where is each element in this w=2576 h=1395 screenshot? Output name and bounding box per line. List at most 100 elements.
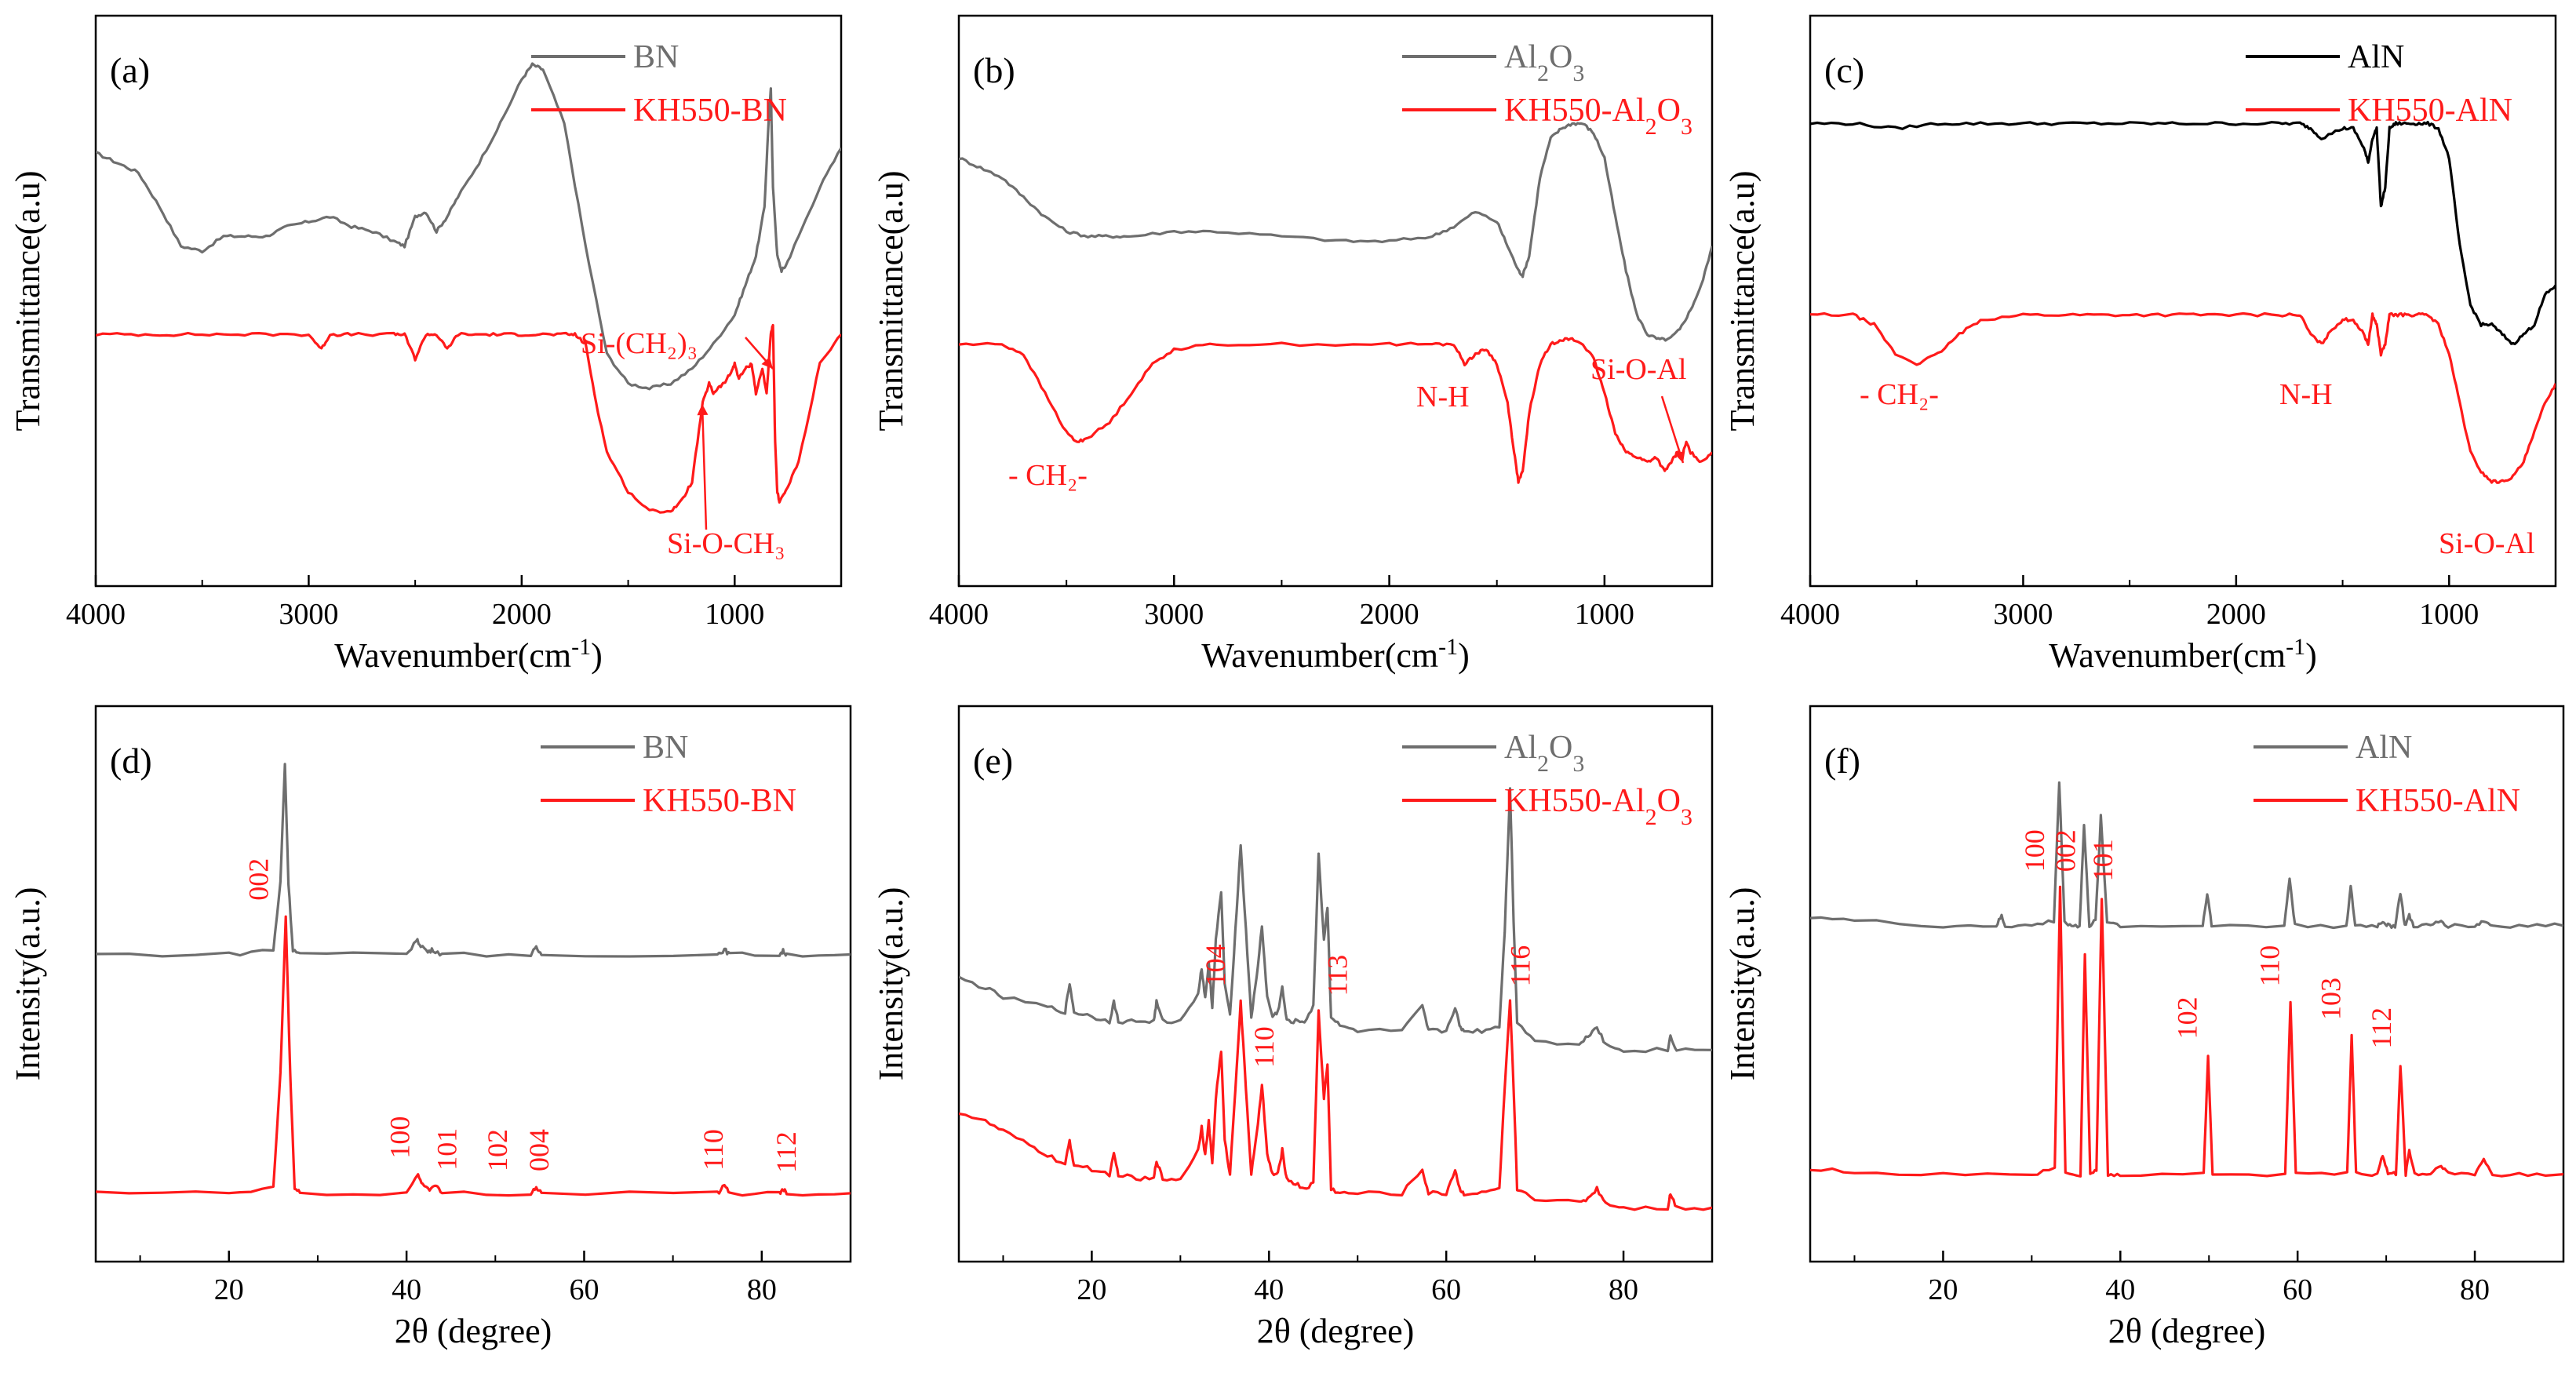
annotation-arrowhead — [1674, 450, 1685, 463]
y-axis-label: Intensity(a.u.) — [9, 887, 47, 1081]
y-axis-label: Transmittance(a.u) — [1723, 171, 1762, 432]
peak-label: 100 — [2019, 829, 2050, 872]
x-tick-label: 40 — [2105, 1273, 2135, 1306]
x-tick-label: 4000 — [66, 598, 126, 631]
series-line-al2o3 — [959, 122, 1712, 342]
series-line-bn — [96, 763, 851, 958]
series-line-aln — [1810, 781, 2563, 930]
x-tick-label: 4000 — [1780, 598, 1840, 631]
panel-c: 4000 3000 2000 1000 Wavenumber(cm-1) Transmit… — [1723, 14, 2557, 676]
x-tick-label: 3000 — [1993, 598, 2053, 631]
legend-entry: KH550-BN — [633, 93, 787, 129]
plot-frame — [957, 705, 1714, 1263]
panel-label: (f) — [1824, 741, 1860, 781]
panel-label: (b) — [973, 50, 1015, 90]
x-tick-label: 80 — [747, 1273, 777, 1306]
x-tick-label: 1000 — [705, 598, 764, 631]
x-tick-label: 3000 — [1144, 598, 1204, 631]
panel-b: 4000 3000 2000 1000 Wavenumber(cm-1) Transmit… — [872, 14, 1714, 676]
y-axis-label: Intensity(a.u.) — [1723, 887, 1762, 1081]
annotation-label: N-H — [2279, 378, 2333, 411]
panel-label: (e) — [973, 741, 1013, 781]
legend-entry: AlN — [2348, 39, 2404, 75]
x-axis-label: Wavenumber(cm-1) — [334, 634, 603, 676]
peak-label: 102 — [2171, 996, 2203, 1039]
plot-frame — [94, 705, 852, 1263]
legend-entry: KH550-AlN — [2348, 93, 2512, 129]
x-axis-label: 2θ (degree) — [2108, 1312, 2266, 1350]
x-tick-label: 2000 — [1360, 598, 1419, 631]
peak-label: 004 — [523, 1129, 555, 1171]
peak-label: 104 — [1200, 944, 1231, 986]
x-axis-label: 2θ (degree) — [395, 1312, 552, 1350]
legend-entry: KH550-Al2O3 — [1504, 93, 1692, 140]
panel-f: 20 40 60 80 2θ (degree) Intensity(a.u.) (f) AlN… — [1723, 705, 2565, 1350]
peak-label: 101 — [2087, 839, 2119, 881]
x-tick-label: 4000 — [929, 598, 989, 631]
x-axis-label: Wavenumber(cm-1) — [2049, 634, 2317, 676]
plot-frame — [94, 14, 843, 588]
x-tick-label: 3000 — [279, 598, 338, 631]
legend-entry: KH550-AlN — [2356, 783, 2520, 819]
x-axis-label: 2θ (degree) — [1257, 1312, 1415, 1350]
peak-label: 110 — [698, 1129, 729, 1171]
annotation-label: - CH₂- — [1860, 378, 1939, 411]
annotation-label: Si-O-CH₃ — [667, 527, 785, 560]
annotation-label: - CH₂- — [1008, 459, 1088, 492]
annotation-arrow — [701, 403, 708, 530]
x-tick-label: 60 — [1431, 1273, 1461, 1306]
series-line-aln — [1810, 121, 2556, 345]
peak-label: 102 — [482, 1129, 513, 1171]
annotation-label: Si-O-Al — [2439, 527, 2534, 560]
legend-entry: KH550-BN — [643, 783, 796, 819]
annotation-label: Si-(CH₂)₃ — [581, 327, 698, 360]
annotation-arrowhead — [761, 356, 773, 369]
peak-label: 103 — [2315, 978, 2346, 1020]
x-tick-label: 60 — [569, 1273, 599, 1306]
plot-frame — [957, 14, 1714, 588]
annotation-arrowhead — [697, 404, 709, 416]
plot-frame — [1809, 14, 2557, 588]
x-tick-label: 80 — [1609, 1273, 1638, 1306]
peak-label: 002 — [2050, 829, 2082, 872]
x-tick-label: 40 — [392, 1273, 421, 1306]
series-line-al2o3 — [959, 787, 1712, 1054]
x-tick-label: 2000 — [492, 598, 552, 631]
x-tick-label: 1000 — [1575, 598, 1634, 631]
panel-label: (d) — [110, 741, 152, 781]
legend-entry: BN — [633, 39, 679, 75]
x-tick-label: 2000 — [2206, 598, 2266, 631]
y-axis-label: Intensity(a.u.) — [872, 887, 910, 1081]
legend-entry: KH550-Al2O3 — [1504, 783, 1692, 830]
x-tick-label: 80 — [2460, 1273, 2490, 1306]
peak-label: 116 — [1504, 945, 1536, 987]
x-tick-label: 20 — [1928, 1273, 1958, 1306]
x-tick-label: 40 — [1254, 1273, 1284, 1306]
peak-label: 110 — [1248, 1026, 1280, 1068]
panel-a: 4000 3000 2000 1000 Wavenumber(cm-1) Transmit… — [9, 14, 843, 676]
series-line-kh550-al2o3 — [959, 999, 1712, 1211]
peak-label: 113 — [1322, 955, 1354, 996]
series-line-kh550-bn — [96, 323, 841, 514]
series-line-kh550-al2o3 — [959, 337, 1712, 484]
annotation-arrow — [1660, 395, 1685, 464]
series-line-kh550-bn — [96, 915, 851, 1197]
x-tick-label: 20 — [1077, 1273, 1106, 1306]
y-axis-label: Transmittance(a.u) — [872, 171, 910, 432]
annotation-label: Si-O-Al — [1590, 353, 1686, 386]
annotation-label: N-H — [1416, 381, 1470, 413]
x-tick-label: 20 — [214, 1273, 244, 1306]
panel-label: (c) — [1824, 50, 1864, 90]
peak-label: 100 — [384, 1116, 416, 1159]
legend-entry: BN — [643, 730, 688, 766]
y-axis-label: Transmittance(a.u) — [9, 171, 47, 432]
x-axis-label: Wavenumber(cm-1) — [1201, 634, 1470, 676]
series-line-kh550-aln — [1810, 885, 2563, 1178]
series-line-kh550-aln — [1810, 311, 2556, 484]
legend-entry: Al2O3 — [1504, 730, 1584, 777]
peak-label: 110 — [2254, 945, 2285, 987]
panel-label: (a) — [110, 50, 150, 90]
plot-frame — [1809, 705, 2565, 1263]
series-line-bn — [96, 62, 841, 391]
panel-d: 20 40 60 80 2θ (degree) Intensity(a.u.) (d) BN K… — [9, 705, 852, 1350]
